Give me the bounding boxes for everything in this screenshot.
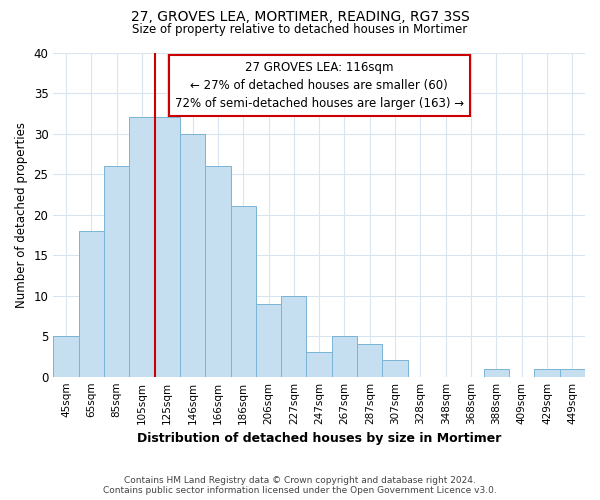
Text: Contains HM Land Registry data © Crown copyright and database right 2024.
Contai: Contains HM Land Registry data © Crown c… [103,476,497,495]
Bar [484,368,509,376]
Bar [104,166,129,376]
Bar [129,118,155,376]
Bar [155,118,180,376]
Bar [281,296,307,376]
Bar [79,231,104,376]
Bar [205,166,230,376]
Bar [230,206,256,376]
Bar [535,368,560,376]
Text: 27 GROVES LEA: 116sqm
← 27% of detached houses are smaller (60)
72% of semi-deta: 27 GROVES LEA: 116sqm ← 27% of detached … [175,60,464,110]
Y-axis label: Number of detached properties: Number of detached properties [15,122,28,308]
Bar [256,304,281,376]
Text: 27, GROVES LEA, MORTIMER, READING, RG7 3SS: 27, GROVES LEA, MORTIMER, READING, RG7 3… [131,10,469,24]
Text: Size of property relative to detached houses in Mortimer: Size of property relative to detached ho… [133,22,467,36]
Bar [307,352,332,376]
Bar [382,360,408,376]
X-axis label: Distribution of detached houses by size in Mortimer: Distribution of detached houses by size … [137,432,502,445]
Bar [560,368,585,376]
Bar [332,336,357,376]
Bar [53,336,79,376]
Bar [357,344,382,376]
Bar [180,134,205,376]
